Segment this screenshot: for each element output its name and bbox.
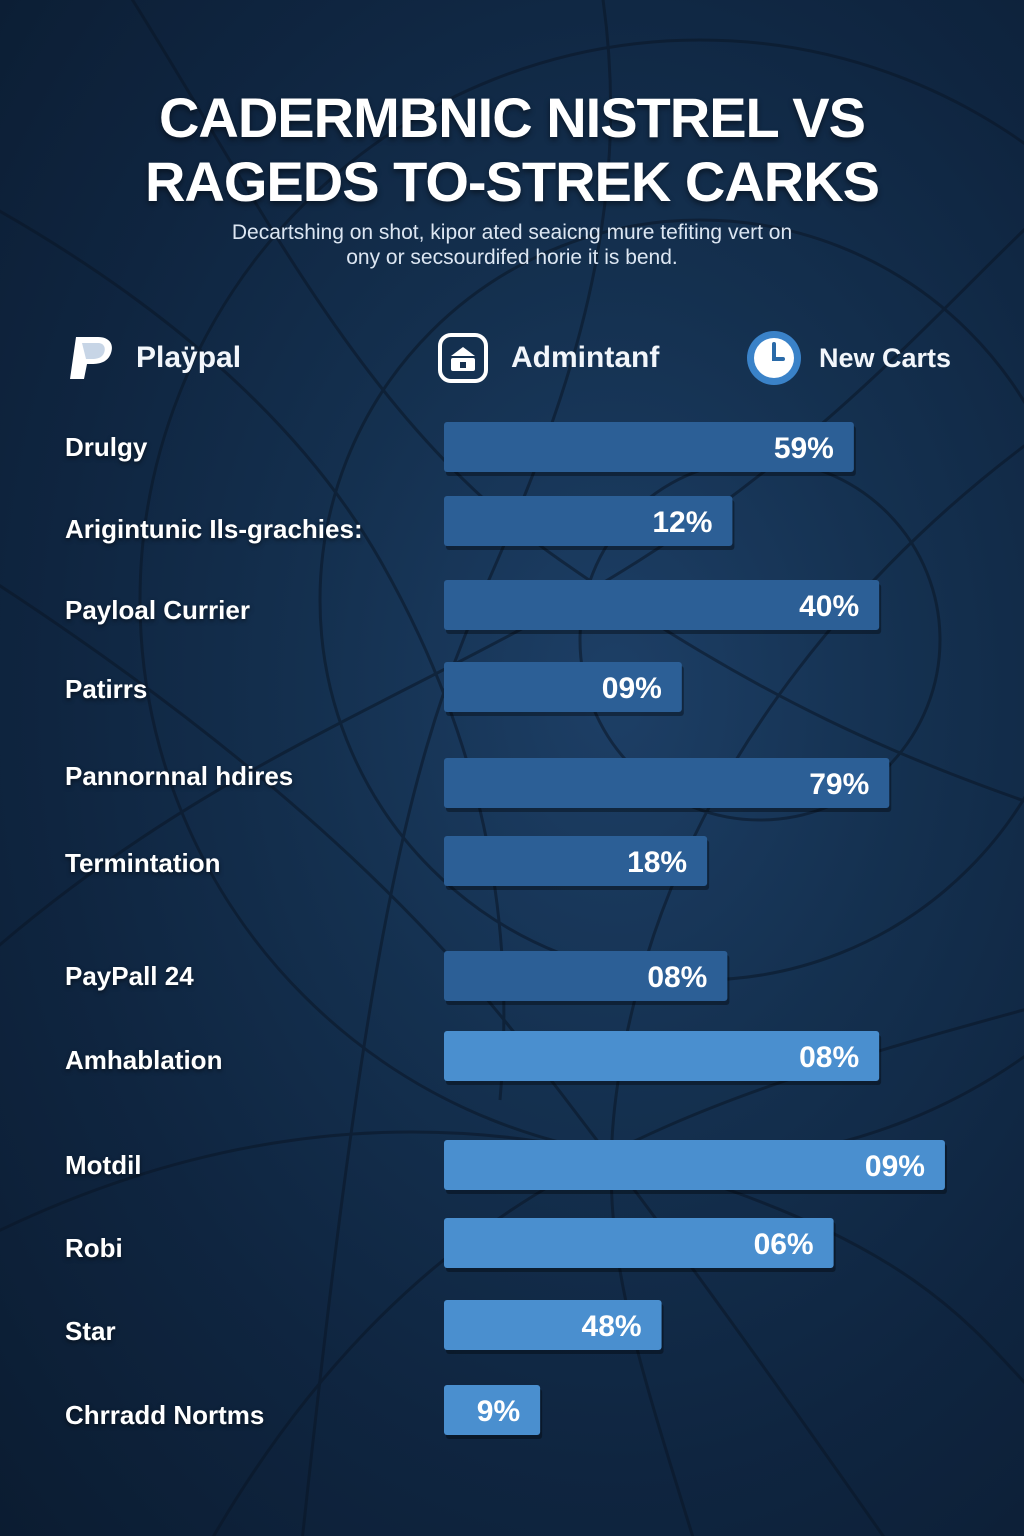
chart-subtitle: Decartshing on shot, kipor ated seaicng …: [150, 220, 874, 270]
bar-value-label: 9%: [477, 1395, 520, 1428]
category-label: Chrradd Nortms: [65, 1400, 265, 1430]
category-label: Drulgy: [65, 432, 148, 462]
chart-title-line-1: CADERMBNIC NISTREL VS: [158, 86, 866, 149]
bar-value-label: 12%: [652, 506, 712, 539]
bar-value-label: 06%: [754, 1228, 814, 1261]
bar-value-label: 08%: [799, 1041, 859, 1074]
bar: [444, 422, 854, 472]
category-label: Pannornnal hdires: [65, 761, 294, 791]
bar: [444, 496, 733, 546]
legend-label: Plaÿpal: [136, 341, 242, 374]
bar: [444, 1218, 834, 1268]
bar: [444, 1385, 541, 1435]
category-label: Patirrs: [65, 674, 148, 704]
bar: [444, 1300, 662, 1350]
category-label: Payloal Currier: [65, 595, 250, 625]
bar-value-label: 48%: [582, 1310, 642, 1343]
bar: [444, 951, 728, 1001]
legend-item-admintanf: Admintanf: [437, 330, 659, 386]
bar: [444, 580, 880, 630]
bar-value-label: 79%: [809, 768, 869, 801]
category-label: PayPall 24: [65, 961, 194, 991]
bar: [444, 758, 890, 808]
chart-subtitle-line-1: Decartshing on shot, kipor ated seaicng …: [231, 221, 793, 244]
bar-value-label: 09%: [865, 1150, 925, 1183]
bar-value-label: 18%: [627, 846, 687, 879]
legend-item-new-carts: New Carts: [745, 330, 951, 386]
category-label: Termintation: [65, 848, 221, 878]
bar: [444, 1140, 945, 1190]
bar: [444, 662, 682, 712]
paypal-logo-icon: [70, 337, 112, 379]
bar-value-label: 08%: [647, 961, 707, 994]
bar-value-label: 40%: [799, 590, 859, 623]
bank-icon: [438, 333, 488, 383]
bar-value-label: 09%: [602, 672, 662, 705]
legend-item-paypal: Plaÿpal: [64, 330, 241, 386]
clock-icon: [747, 331, 801, 385]
bar: [444, 836, 708, 886]
chart-title-line-2: RAGEDS TO-STREK CARKS: [144, 150, 880, 213]
bar: [444, 1031, 880, 1081]
legend-label: Admintanf: [511, 341, 660, 374]
chart-title: CADERMBNIC NISTREL VS RAGEDS TO-STREK CA…: [0, 86, 1024, 214]
chart-subtitle-line-2: ony or secsourdifed horie it is bend.: [346, 246, 678, 269]
legend-label: New Carts: [819, 342, 952, 373]
category-label: Amhablation: [65, 1045, 223, 1075]
category-label: Robi: [65, 1233, 123, 1263]
category-label: Star: [65, 1316, 116, 1346]
bar-value-label: 59%: [774, 432, 834, 465]
category-label: Motdil: [65, 1150, 142, 1180]
category-label: Arigintunic Ils-grachies:: [65, 514, 363, 544]
